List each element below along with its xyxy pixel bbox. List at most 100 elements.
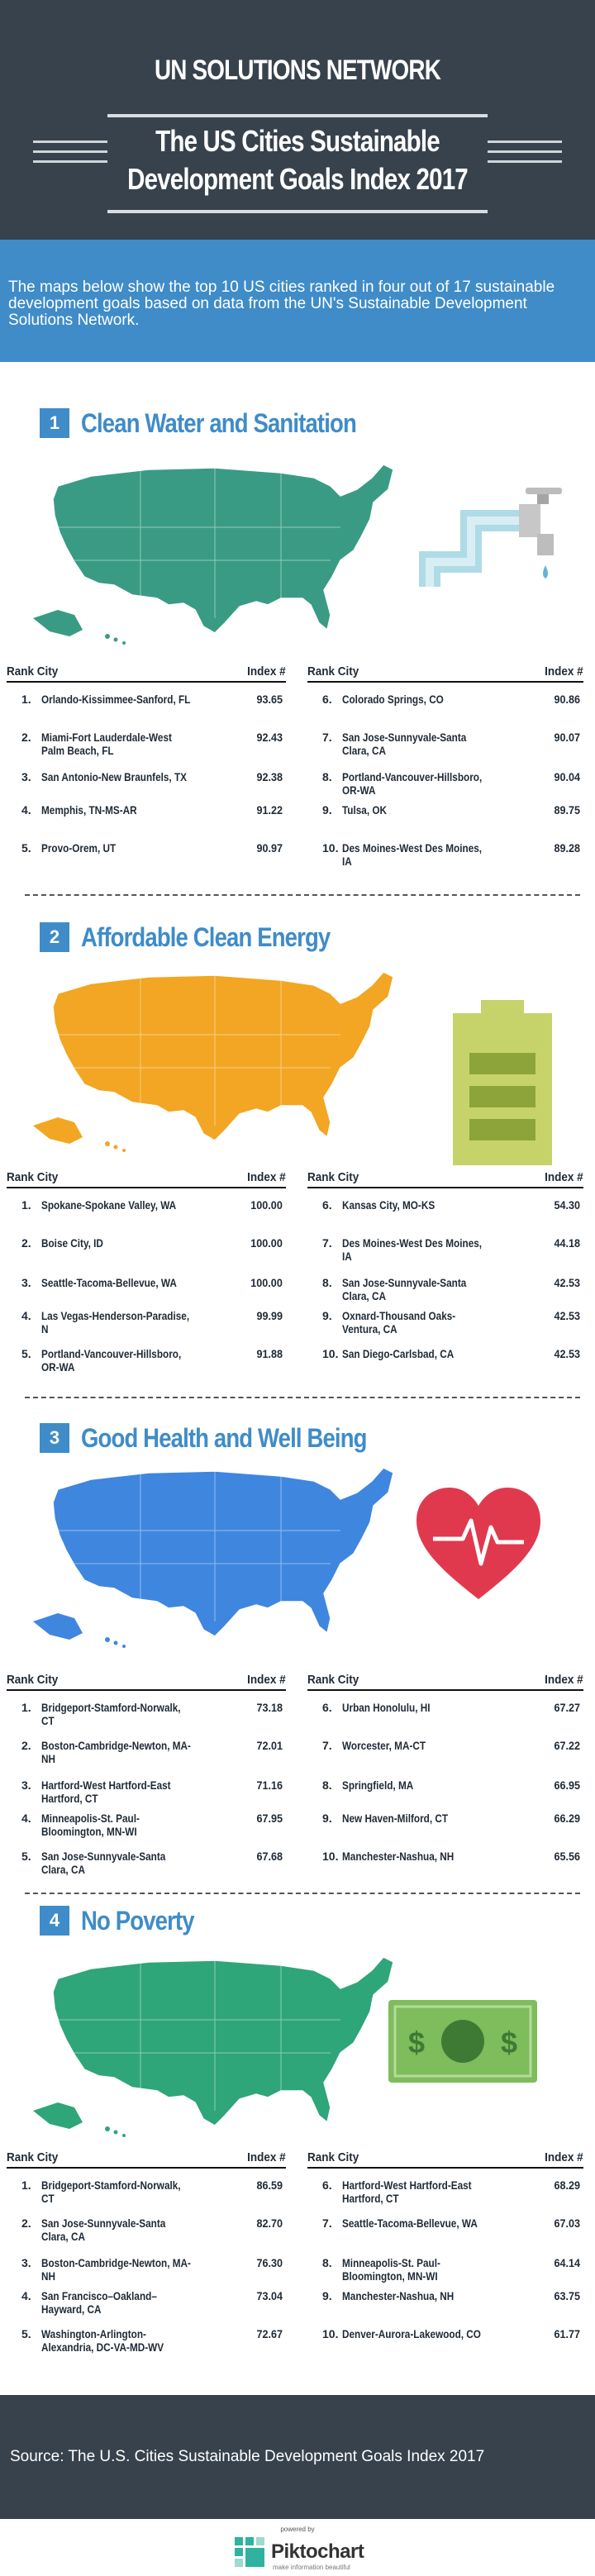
index-value: 73.04	[256, 2289, 283, 2302]
rank-value: 2.	[21, 1236, 31, 1250]
rank-value: 6.	[322, 693, 332, 706]
ranking-table-right: Rank City Index # 6. Hartford-West Hartf…	[307, 2150, 583, 2365]
rank-city-header: Rank City	[307, 1673, 359, 1687]
rank-city-header: Rank City	[307, 1170, 359, 1184]
title-rule-left-bottom	[33, 160, 107, 163]
index-value: 44.18	[554, 1236, 580, 1250]
section-number: 2	[40, 922, 69, 952]
rank-value: 3.	[21, 1276, 31, 1289]
section-title: Affordable Clean Energy	[81, 921, 331, 952]
alaska-shape	[33, 1117, 83, 1144]
brand-tagline: make information beautiful	[273, 2564, 350, 2571]
city-name: Boise City, ID	[41, 1236, 103, 1250]
index-value: 67.03	[554, 2217, 580, 2230]
rank-city-header: Rank City	[307, 664, 359, 679]
rank-value: 4.	[21, 2289, 31, 2302]
city-name: Orlando-Kissimmee-Sanford, FL	[41, 693, 191, 706]
piktochart-wordmark: Piktochart	[271, 2540, 364, 2563]
index-value: 100.00	[250, 1236, 283, 1250]
rank-value: 9.	[322, 803, 332, 817]
index-value: 89.28	[554, 841, 580, 855]
city-name: Boston-Cambridge-Newton, MA-NH	[41, 1739, 191, 1765]
city-name: Hartford-West Hartford-East Hartford, CT	[342, 2178, 472, 2205]
index-value: 61.77	[554, 2327, 580, 2340]
rank-value: 1.	[21, 1198, 31, 1212]
city-name: San Jose-Sunnyvale-Santa Clara, CA	[342, 731, 467, 757]
rank-value: 6.	[322, 1198, 332, 1212]
section-heading-4: 4 No Poverty	[40, 1902, 212, 1939]
section-title: Good Health and Well Being	[81, 1422, 367, 1453]
index-value: 42.53	[554, 1309, 580, 1322]
table-header: Rank City Index #	[7, 2150, 286, 2169]
index-value: 91.88	[256, 1347, 283, 1360]
title-rule-right-mid	[488, 150, 562, 153]
rank-value: 10.	[322, 1347, 339, 1360]
city-name: Manchester-Nashua, NH	[342, 2289, 455, 2302]
rank-value: 2.	[21, 1739, 31, 1752]
section-number: 4	[40, 1906, 69, 1936]
city-name: San Francisco–Oakland–Hayward, CA	[41, 2289, 157, 2316]
city-name: Bridgeport-Stamford-Norwalk, CT	[41, 2178, 181, 2205]
rank-value: 5.	[21, 1850, 31, 1863]
ranking-table-left: Rank City Index # 1. Spokane-Spokane Val…	[7, 1170, 286, 1385]
footer: Source: The U.S. Cities Sustainable Deve…	[0, 2395, 595, 2519]
city-name: Manchester-Nashua, NH	[342, 1850, 455, 1863]
index-header: Index #	[545, 1170, 583, 1184]
ranking-table-left: Rank City Index # 1. Bridgeport-Stamford…	[7, 1673, 286, 1888]
index-value: 90.04	[554, 770, 580, 783]
table-header: Rank City Index #	[307, 2150, 583, 2169]
city-name: Seattle-Tacoma-Bellevue, WA	[342, 2217, 478, 2230]
hawaii-shape	[105, 1141, 110, 1146]
us-map-2	[33, 960, 405, 1159]
section-illustration-1	[413, 463, 570, 624]
index-value: 42.53	[554, 1347, 580, 1360]
ranking-table-right: Rank City Index # 6. Urban Honolulu, HI …	[307, 1673, 583, 1888]
rank-value: 5.	[21, 2327, 31, 2340]
city-name: Hartford-West Hartford-East Hartford, CT	[41, 1778, 171, 1805]
section-illustration-3	[416, 1488, 540, 1607]
svg-text:$: $	[408, 2026, 425, 2059]
city-name: San Jose-Sunnyvale-Santa Clara, CA	[41, 1850, 166, 1876]
title-rule-left-top	[33, 140, 107, 143]
index-value: 89.75	[554, 803, 580, 817]
index-value: 66.29	[554, 1812, 580, 1825]
source-text: Source: The U.S. Cities Sustainable Deve…	[10, 2448, 485, 2465]
alaska-shape	[33, 2102, 83, 2129]
index-header: Index #	[545, 2150, 583, 2164]
index-value: 92.43	[256, 731, 283, 744]
rank-city-header: Rank City	[7, 1673, 59, 1687]
city-name: Washington-Arlington-Alexandria, DC-VA-M…	[41, 2327, 164, 2354]
index-value: 71.16	[256, 1778, 283, 1792]
title-rule-right-bottom	[488, 160, 562, 163]
index-header: Index #	[247, 1673, 286, 1687]
rank-value: 3.	[21, 1778, 31, 1792]
rank-value: 8.	[322, 1778, 332, 1792]
index-value: 90.07	[554, 731, 580, 744]
rank-value: 10.	[322, 2327, 339, 2340]
city-name: Kansas City, MO-KS	[342, 1198, 436, 1212]
rank-value: 10.	[322, 1850, 339, 1863]
section-divider	[25, 894, 580, 896]
rank-value: 3.	[21, 770, 31, 783]
index-value: 82.70	[256, 2217, 283, 2230]
battery-icon	[453, 1000, 552, 1165]
rank-value: 9.	[322, 1309, 332, 1322]
section-title: Clean Water and Sanitation	[81, 407, 357, 438]
city-name: Miami-Fort Lauderdale-West Palm Beach, F…	[41, 731, 172, 757]
piktochart-logo[interactable]: Piktochart	[235, 2537, 364, 2567]
us-mainland-shape	[52, 971, 394, 1141]
index-value: 100.00	[250, 1276, 283, 1289]
us-map-1	[33, 453, 405, 651]
rank-value: 2.	[21, 2217, 31, 2230]
city-name: New Haven-Milford, CT	[342, 1812, 449, 1825]
intro-text: The maps below show the top 10 US cities…	[8, 279, 555, 329]
city-name: San Jose-Sunnyvale-Santa Clara, CA	[41, 2217, 166, 2243]
city-name: Des Moines-West Des Moines, IA	[342, 1236, 483, 1263]
rank-value: 9.	[322, 2289, 332, 2302]
index-value: 67.22	[554, 1739, 580, 1752]
section-number: 3	[40, 1423, 69, 1453]
city-name: Oxnard-Thousand Oaks-Ventura, CA	[342, 1309, 456, 1336]
rank-city-header: Rank City	[307, 2150, 359, 2164]
index-value: 67.95	[256, 1812, 283, 1825]
table-header: Rank City Index #	[7, 664, 286, 683]
